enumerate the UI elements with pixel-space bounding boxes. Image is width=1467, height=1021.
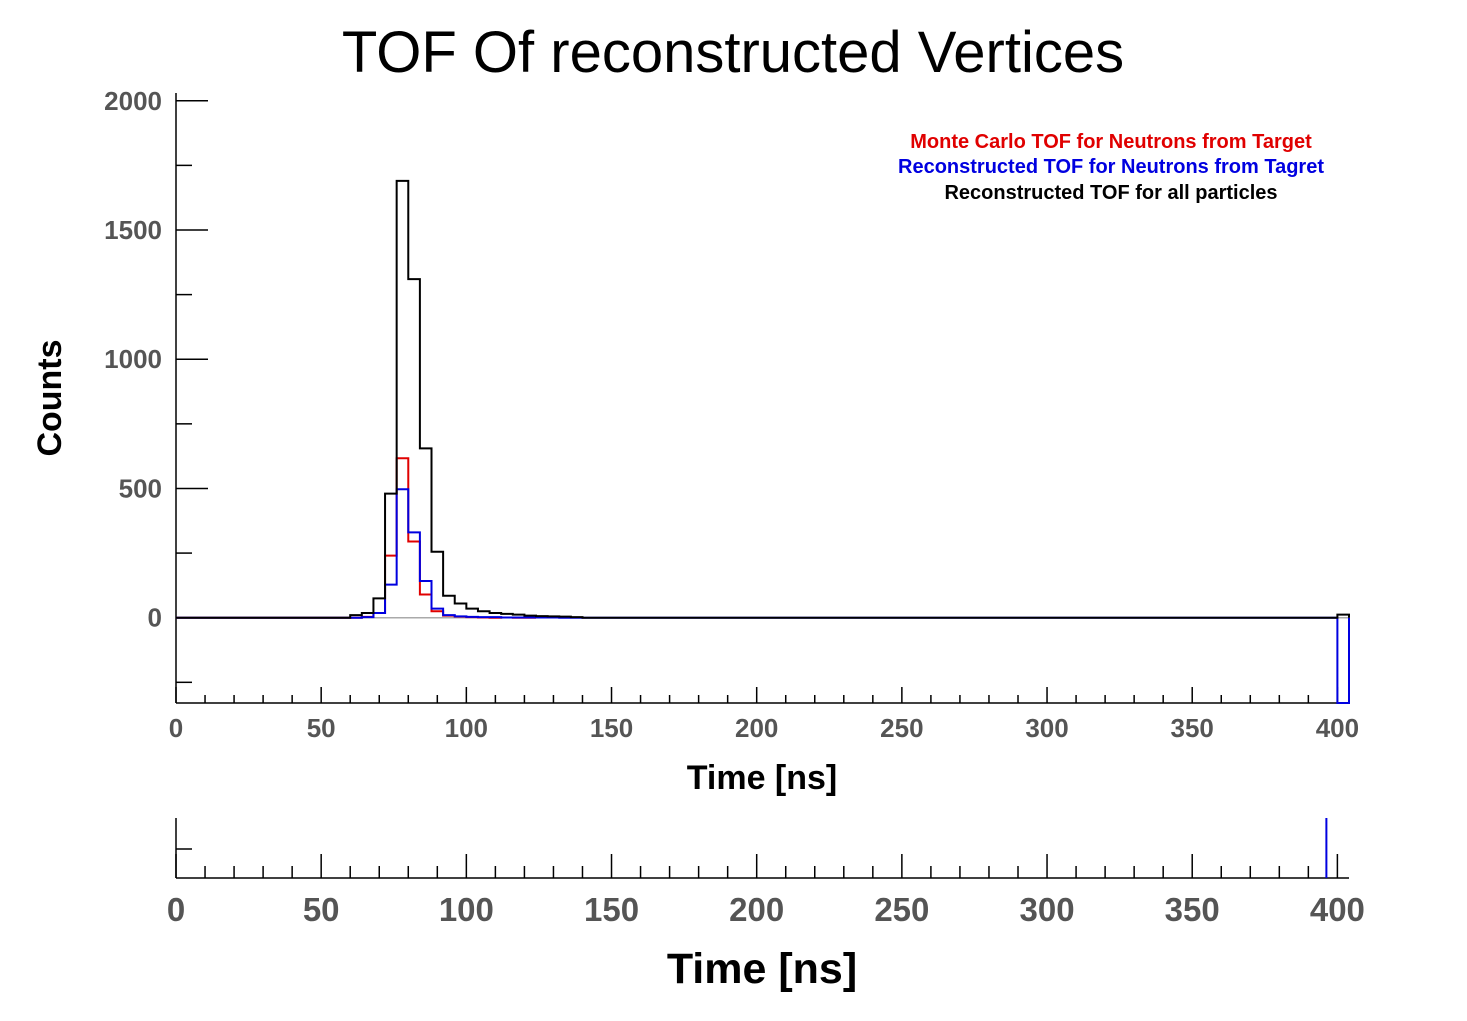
main-y-tick-label: 0 (148, 603, 162, 633)
main-y-tick-label: 500 (119, 473, 162, 503)
main-x-tick-label: 0 (169, 713, 183, 743)
main-y-axis-title: Counts (31, 339, 69, 456)
series-1 (176, 488, 1350, 704)
sub-x-tick-label: 100 (439, 891, 494, 928)
series-2 (176, 179, 1350, 619)
sub-plot-tick-labels: 0 50 100 150 200 250 300 350 400 (167, 891, 1365, 928)
main-x-tick-label: 200 (735, 713, 778, 743)
series-line (176, 179, 1350, 619)
legend: Monte Carlo TOF for Neutrons from Target… (898, 131, 1324, 204)
sub-x-tick-label: 250 (874, 891, 929, 928)
legend-entry-reco-neutrons: Reconstructed TOF for Neutrons from Tagr… (898, 156, 1324, 178)
sub-x-tick-label: 350 (1165, 891, 1220, 928)
main-x-tick-label: 250 (880, 713, 923, 743)
sub-x-axis-title: Time [ns] (667, 945, 857, 993)
main-x-tick-label: 300 (1025, 713, 1068, 743)
series-line (176, 488, 1350, 704)
sub-x-tick-label: 50 (303, 891, 340, 928)
main-plot-tick-labels: 0 500 1000 1500 2000 0 50 100 150 200 250 300 350 400 (104, 86, 1359, 743)
main-x-tick-label: 350 (1171, 713, 1214, 743)
sub-x-tick-label: 300 (1020, 891, 1075, 928)
sub-plot-axes (175, 818, 1349, 879)
main-y-tick-label: 1500 (104, 215, 162, 245)
main-y-tick-label: 1000 (104, 344, 162, 374)
sub-x-tick-label: 0 (167, 891, 185, 928)
sub-x-tick-label: 150 (584, 891, 639, 928)
legend-entry-monte-carlo: Monte Carlo TOF for Neutrons from Target (910, 131, 1312, 153)
main-x-tick-label: 150 (590, 713, 633, 743)
chart-title: TOF Of reconstructed Vertices (342, 20, 1124, 85)
main-x-tick-label: 50 (307, 713, 336, 743)
legend-entry-reco-all: Reconstructed TOF for all particles (944, 182, 1277, 204)
sub-x-tick-label: 200 (729, 891, 784, 928)
main-x-tick-label: 400 (1316, 713, 1359, 743)
main-plot-series (176, 179, 1350, 704)
sub-x-tick-label: 400 (1310, 891, 1365, 928)
main-x-tick-label: 100 (445, 713, 488, 743)
main-x-axis-title: Time [ns] (687, 759, 838, 797)
main-y-tick-label: 2000 (104, 86, 162, 116)
